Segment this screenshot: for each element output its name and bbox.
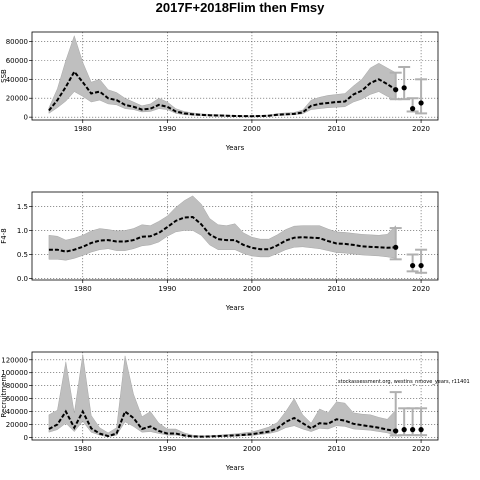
y-tick-label: 40000 — [6, 76, 28, 84]
projection-point — [410, 106, 416, 112]
x-axis-label: Years — [225, 304, 245, 312]
x-tick-label: 2010 — [328, 445, 346, 453]
panel-ssb: 1980 1990 2000 2010 2020 0 20000 40000 60000 8000… — [0, 31, 439, 152]
y-tick-label: 40000 — [6, 408, 28, 416]
projection-point — [393, 87, 399, 93]
x-tick-label: 1990 — [158, 445, 176, 453]
estimate-line — [48, 409, 396, 438]
y-tick-label: 0.5 — [17, 251, 28, 259]
panel-rec: 1980 1990 2000 2010 2020 0 20000 40000 60000 8000… — [0, 351, 439, 472]
x-tick-label: 2020 — [412, 445, 430, 453]
x-axis-label: Years — [225, 464, 245, 472]
projection-point — [393, 244, 399, 250]
projection-point — [401, 427, 407, 433]
x-tick-label: 1990 — [158, 285, 176, 293]
y-tick-label: 0 — [24, 434, 28, 442]
y-tick-label: 20000 — [6, 95, 28, 103]
projection-point — [401, 85, 407, 91]
x-tick-label: 2010 — [328, 125, 346, 133]
y-tick-label: 100000 — [1, 369, 28, 377]
estimate-line — [48, 69, 397, 118]
projection-point — [418, 100, 424, 106]
projection-point — [418, 427, 424, 433]
x-axis-label: Years — [225, 144, 245, 152]
x-tick-label: 1980 — [74, 285, 92, 293]
y-tick-label: 1.5 — [17, 203, 28, 211]
projection-point — [410, 427, 416, 433]
x-tick-label: 1980 — [74, 445, 92, 453]
x-tick-label: 2000 — [243, 285, 261, 293]
projection-point — [393, 428, 399, 434]
x-tick-label: 1980 — [74, 125, 92, 133]
x-tick-label: 2020 — [412, 285, 430, 293]
x-tick-label: 2020 — [412, 125, 430, 133]
y-tick-label: 60000 — [6, 395, 28, 403]
plot-frame — [31, 351, 439, 441]
y-tick-label: 80000 — [6, 382, 28, 390]
y-tick-label: 120000 — [1, 356, 28, 364]
figure-title: 2017F+2018Flim then Fmsy — [156, 0, 325, 15]
confidence-band — [48, 195, 396, 261]
y-tick-label: 0.0 — [17, 275, 28, 283]
confidence-band — [48, 35, 396, 117]
panel-f: 1980 1990 2000 2010 2020 0.0 0.5 1.0 1.5 Years F4-… — [0, 191, 439, 312]
x-tick-label: 2000 — [243, 445, 261, 453]
plot-frame — [31, 191, 439, 281]
x-tick-label: 2000 — [243, 125, 261, 133]
confidence-band — [48, 354, 396, 438]
y-tick-label: 60000 — [6, 57, 28, 65]
plot-frame — [31, 31, 439, 121]
y-axis-label: SSB — [0, 69, 8, 83]
source-note: stockassessment.org, westins_nmove_years… — [338, 379, 470, 385]
y-tick-label: 1.0 — [17, 227, 28, 235]
y-tick-label: 80000 — [6, 38, 28, 46]
y-axis-label: F4-8 — [0, 228, 8, 243]
y-axis-label: Recruitment — [0, 374, 8, 417]
projection-point — [410, 262, 416, 269]
x-tick-label: 1990 — [158, 125, 176, 133]
y-tick-label: 20000 — [6, 421, 28, 429]
x-tick-label: 2010 — [328, 285, 346, 293]
y-tick-label: 0 — [24, 114, 28, 122]
projection-point — [418, 262, 424, 269]
